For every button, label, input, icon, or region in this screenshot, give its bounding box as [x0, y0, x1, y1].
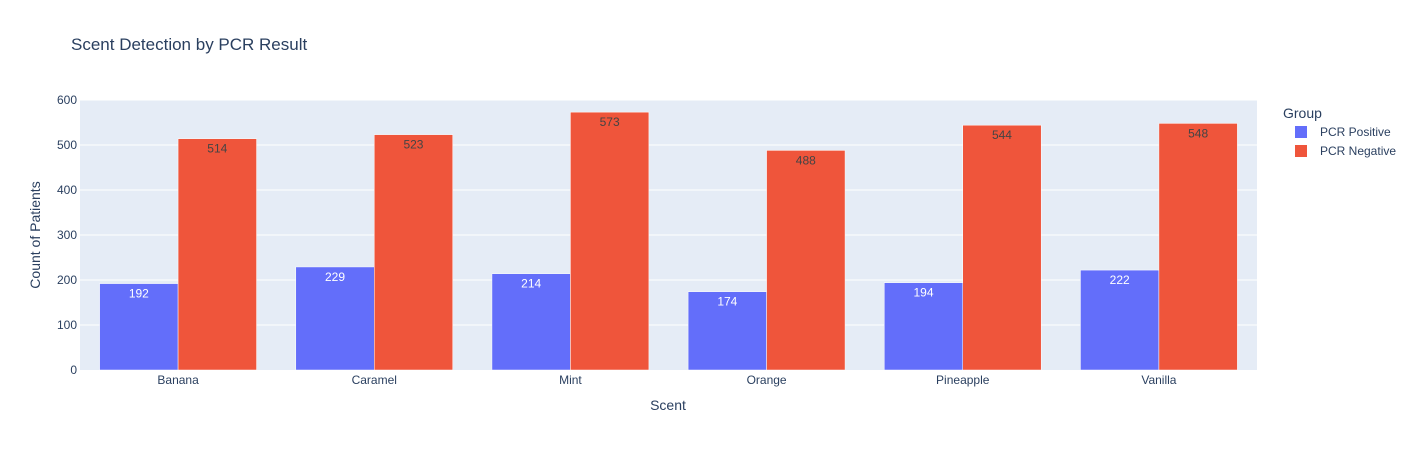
legend-swatch	[1295, 145, 1307, 157]
y-tick-label: 500	[57, 138, 77, 152]
x-tick-label: Caramel	[352, 373, 397, 387]
bar	[1080, 269, 1160, 371]
bar	[570, 111, 650, 371]
legend-item-label: PCR Positive	[1320, 125, 1391, 139]
legend-swatch	[1295, 126, 1307, 138]
bar-value-label: 573	[600, 115, 620, 129]
bar-value-label: 548	[1188, 126, 1208, 140]
x-tick-label: Mint	[559, 373, 582, 387]
bar-value-label: 222	[1110, 273, 1130, 287]
x-axis-title: Scent	[650, 397, 686, 413]
y-axis-title: Count of Patients	[27, 181, 43, 288]
x-axis-ticks: Banana Caramel Mint Orange Pineapple Vanilla	[157, 373, 1176, 387]
y-tick-label: 300	[57, 228, 77, 242]
x-tick-label: Vanilla	[1141, 373, 1176, 387]
bars	[99, 111, 1238, 371]
bar	[177, 138, 257, 371]
legend: Group PCR Positive PCR Negative	[1283, 105, 1396, 158]
chart-title: Scent Detection by PCR Result	[71, 35, 307, 54]
legend-item-label: PCR Negative	[1320, 144, 1396, 158]
bar-value-label: 174	[717, 295, 737, 309]
y-tick-label: 100	[57, 318, 77, 332]
bar	[491, 273, 571, 371]
bar-value-label: 214	[521, 277, 541, 291]
bar	[374, 134, 453, 371]
gridlines	[80, 99, 1257, 326]
legend-title: Group	[1283, 105, 1322, 121]
y-tick-label: 200	[57, 273, 77, 287]
x-tick-label: Pineapple	[936, 373, 990, 387]
bar-value-label: 194	[914, 286, 934, 300]
bar	[962, 124, 1042, 371]
bar-value-label: 523	[403, 138, 423, 152]
bar-labels: 192 514 229 523 214 573 174 488 194 544 222 548	[129, 115, 1209, 309]
bar-value-label: 514	[207, 142, 227, 156]
bar-value-label: 488	[796, 153, 816, 167]
bar	[1158, 123, 1238, 371]
x-tick-label: Banana	[157, 373, 199, 387]
bar-value-label: 192	[129, 287, 149, 301]
bar	[766, 150, 846, 371]
y-axis-ticks: 0 100 200 300 400 500 600	[57, 93, 77, 377]
bar	[884, 282, 963, 371]
y-tick-label: 0	[70, 363, 77, 377]
bar	[295, 266, 375, 371]
bar-value-label: 544	[992, 128, 1012, 142]
x-tick-label: Orange	[747, 373, 787, 387]
bar-value-label: 229	[325, 270, 345, 284]
y-tick-label: 400	[57, 183, 77, 197]
y-tick-label: 600	[57, 93, 77, 107]
bar	[687, 291, 767, 371]
